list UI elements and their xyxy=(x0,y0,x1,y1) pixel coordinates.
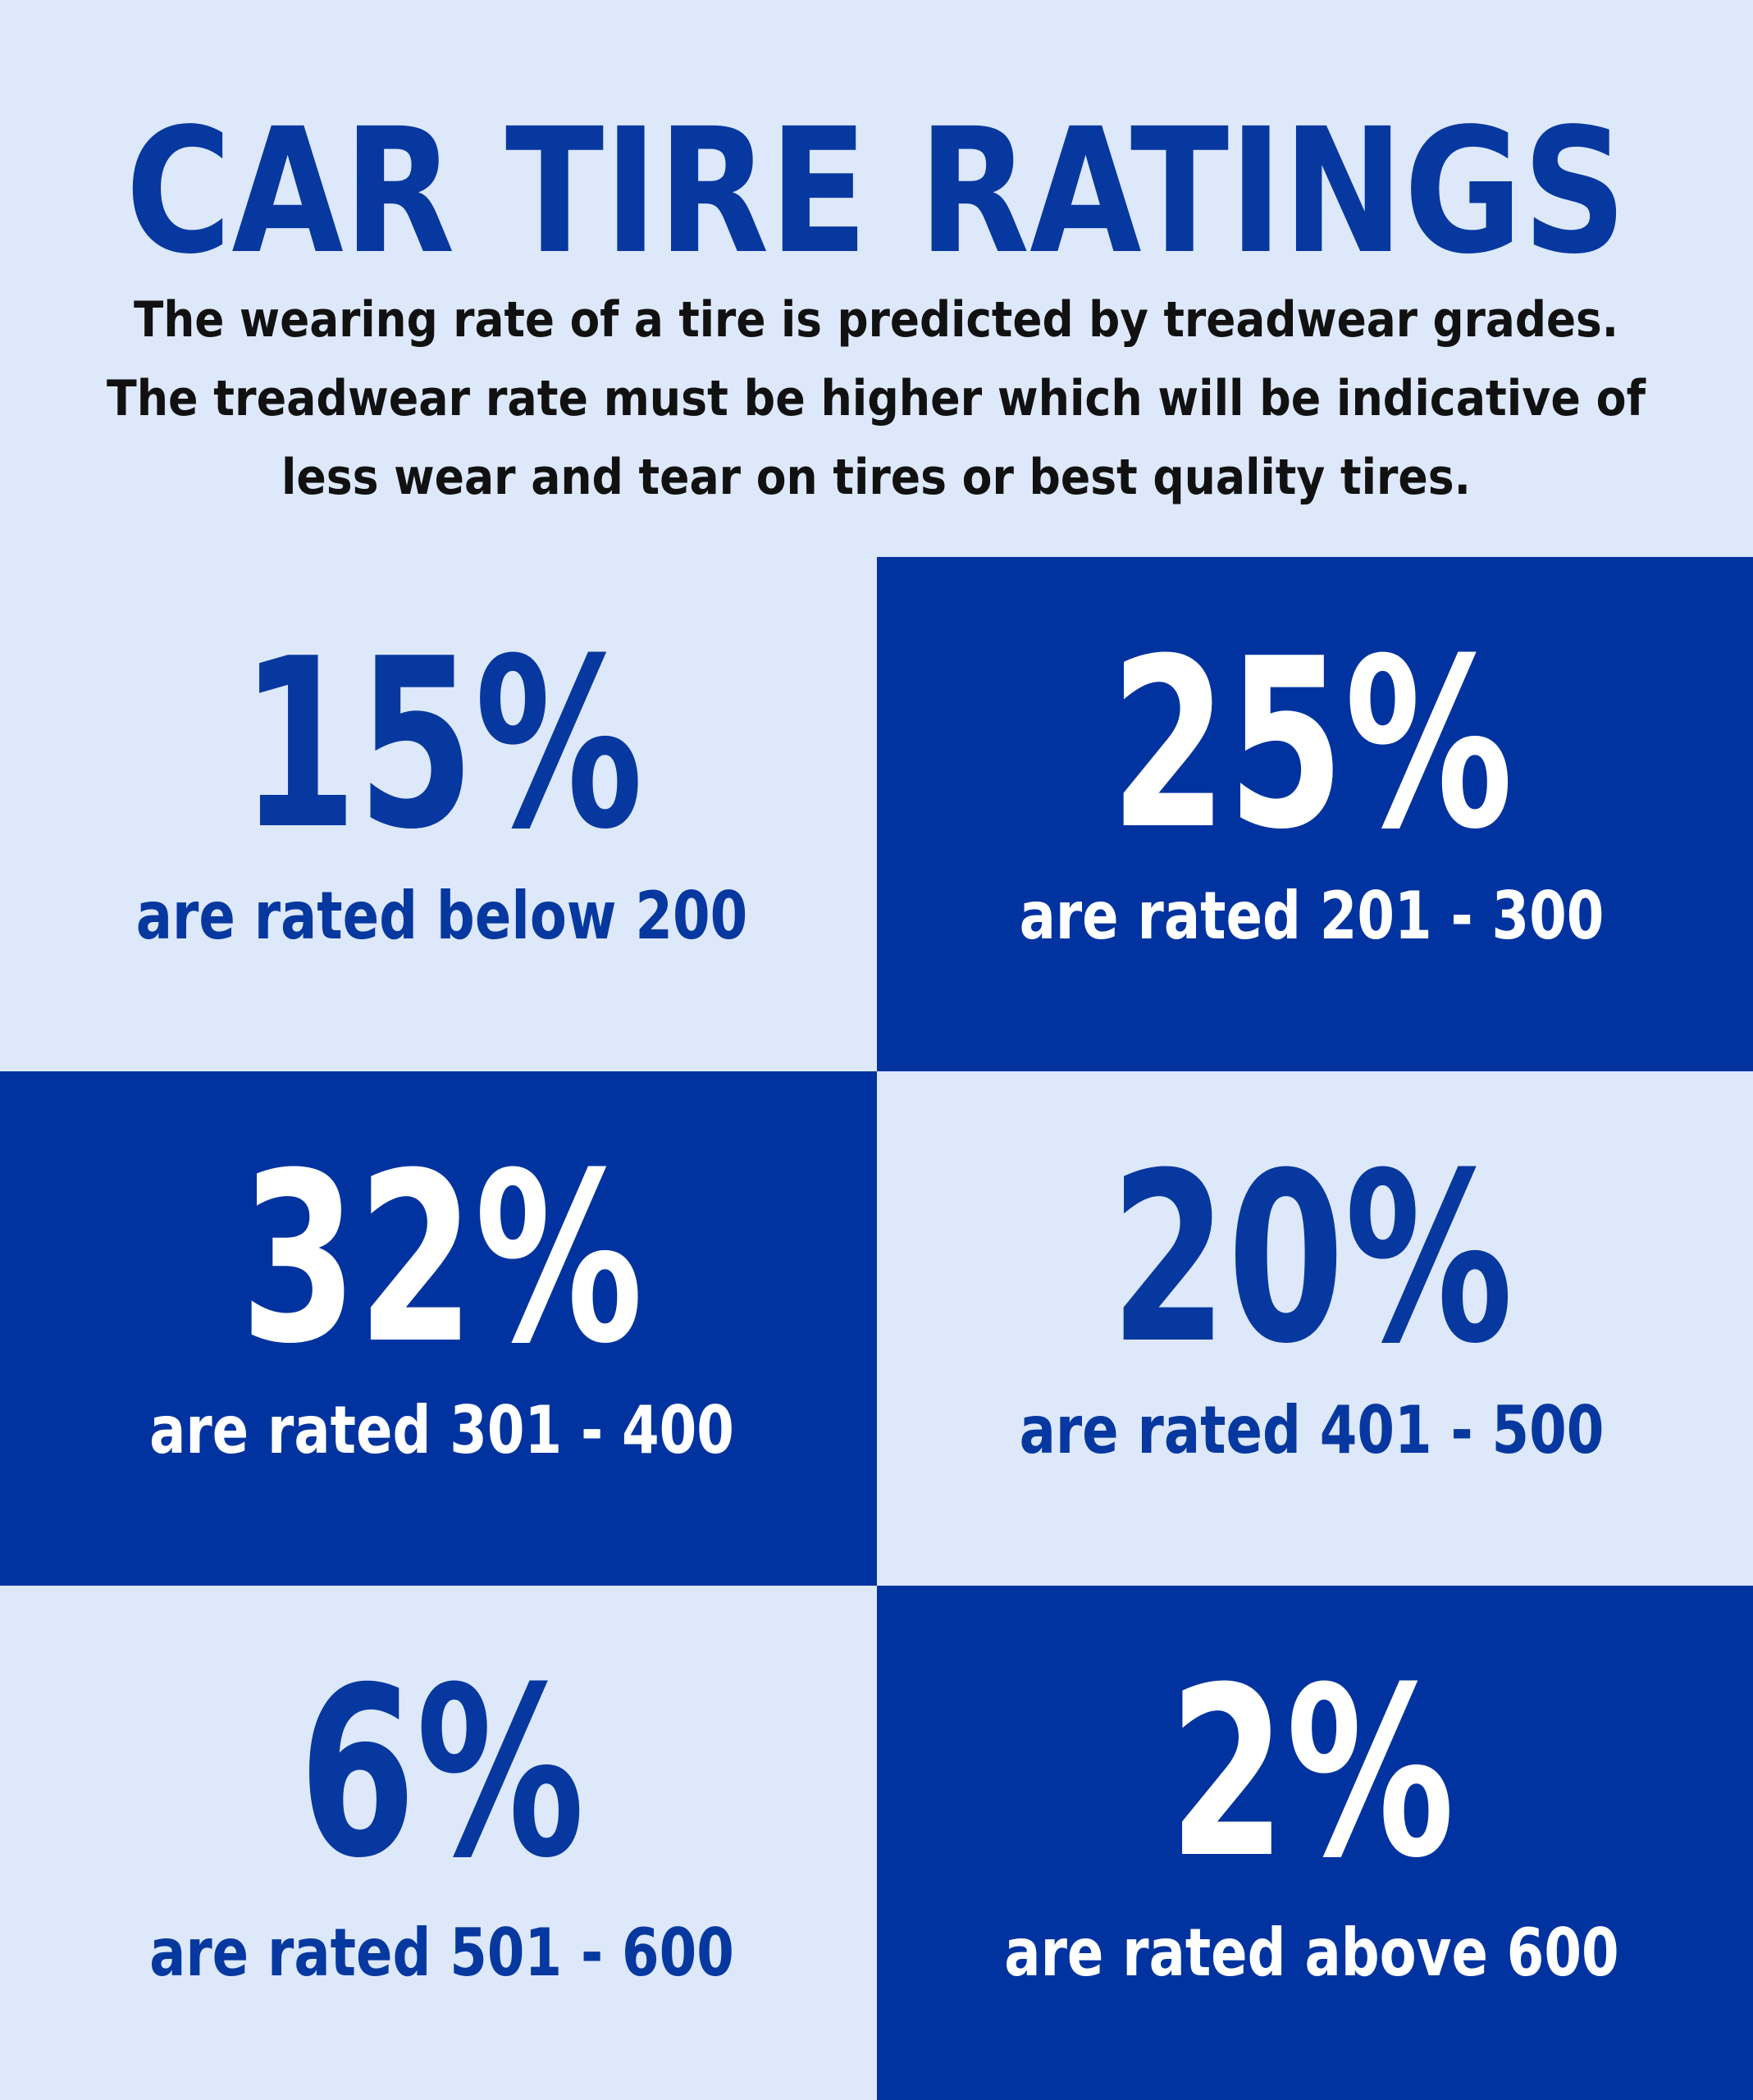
tile xyxy=(0,1586,877,2100)
tile xyxy=(877,557,1753,1071)
tile xyxy=(877,1586,1753,2100)
stat-caption: are rated 301 - 400 xyxy=(149,1393,734,1469)
stat-value: 32% xyxy=(240,1123,643,1395)
subtitle-line: The treadwear rate must be higher which … xyxy=(107,370,1646,427)
stat-caption: are rated 401 - 500 xyxy=(1020,1393,1605,1469)
stat-caption: are rated above 600 xyxy=(1004,1915,1618,1992)
stat-value: 6% xyxy=(299,1637,584,1910)
tile-grid: 15%are rated below 200 25%are rated 201 -… xyxy=(0,557,1753,2100)
tile xyxy=(877,1071,1753,1586)
stat-value: 20% xyxy=(1110,1123,1513,1395)
subtitle-line: less wear and tear on tires or best qual… xyxy=(281,449,1471,506)
title: CAR TIRE RATINGS xyxy=(126,91,1627,292)
stat-caption: are rated 201 - 300 xyxy=(1020,879,1605,955)
stat-value: 25% xyxy=(1110,609,1513,881)
stat-caption: are rated below 200 xyxy=(136,879,747,955)
stat-caption: are rated 501 - 600 xyxy=(149,1915,734,1992)
stat-value: 2% xyxy=(1169,1637,1454,1910)
tile xyxy=(0,557,877,1071)
stat-value: 15% xyxy=(240,609,643,881)
subtitle-line: The wearing rate of a tire is predicted … xyxy=(134,291,1618,349)
tile xyxy=(0,1071,877,1586)
